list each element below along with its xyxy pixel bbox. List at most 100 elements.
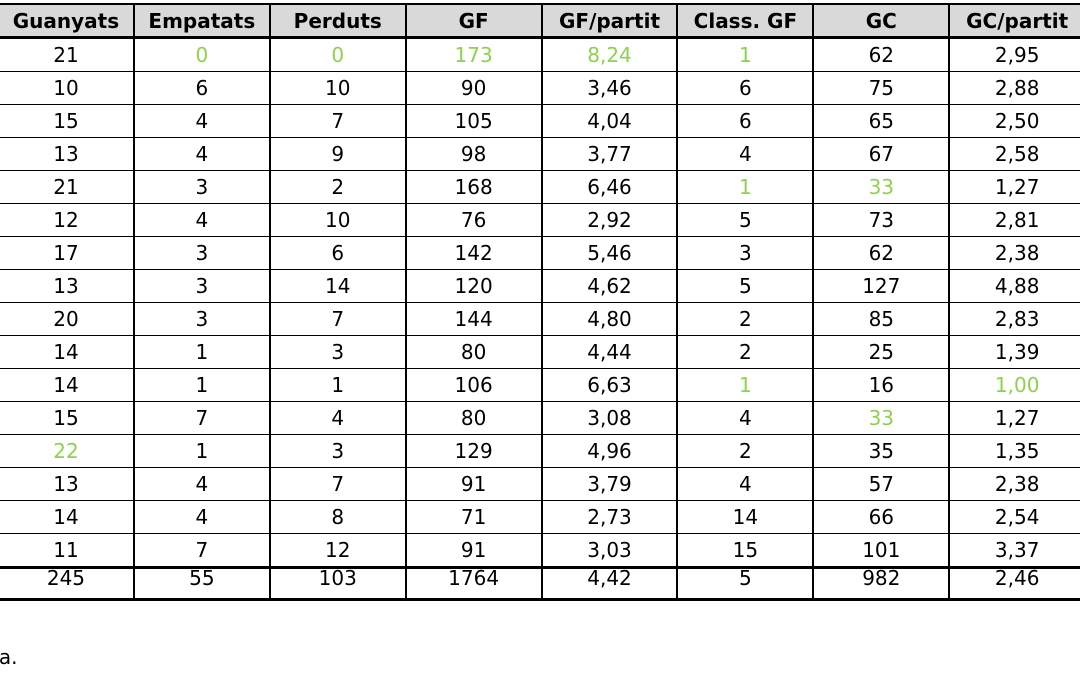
totals-row: 245 55 103 1764 4,42 5 982 2,46 bbox=[0, 566, 1080, 601]
table-cell: 3,46 bbox=[540, 71, 679, 105]
table-cell: 6 bbox=[132, 71, 271, 105]
table-row: 21 3 2 168 6,46 1 33 1,27 bbox=[0, 170, 1080, 204]
table-cell: 2,54 bbox=[948, 500, 1080, 534]
table-cell: 105 bbox=[404, 104, 543, 138]
table-cell: 35 bbox=[812, 434, 951, 468]
table-cell: 33 bbox=[812, 401, 951, 435]
table-cell: 62 bbox=[812, 236, 951, 270]
table-cell: 3 bbox=[132, 269, 271, 303]
table-cell: 1,27 bbox=[948, 170, 1080, 204]
table-cell: 1,00 bbox=[948, 368, 1080, 402]
table-cell: 2,73 bbox=[540, 500, 679, 534]
table-cell: 4,96 bbox=[540, 434, 679, 468]
table-cell: 2,83 bbox=[948, 302, 1080, 336]
table-cell: 2,38 bbox=[948, 236, 1080, 270]
table-cell: 168 bbox=[404, 170, 543, 204]
table-row: 21 0 0 173 8,24 1 62 2,95 bbox=[0, 37, 1080, 72]
table-cell: 120 bbox=[404, 269, 543, 303]
table-row: 14 4 8 71 2,73 14 66 2,54 bbox=[0, 500, 1080, 534]
table-cell: 0 bbox=[132, 37, 271, 72]
column-header: Empatats bbox=[132, 3, 271, 39]
table-cell: 3 bbox=[132, 170, 271, 204]
table-cell: 4,80 bbox=[540, 302, 679, 336]
table-cell: 17 bbox=[0, 236, 135, 270]
table-cell: 4 bbox=[132, 104, 271, 138]
table-cell: 4,88 bbox=[948, 269, 1080, 303]
table-cell: 14 bbox=[268, 269, 407, 303]
table-row: 14 1 1 106 6,63 1 16 1,00 bbox=[0, 368, 1080, 402]
table-cell: 2,81 bbox=[948, 203, 1080, 237]
table-cell: 85 bbox=[812, 302, 951, 336]
table-cell: 1,27 bbox=[948, 401, 1080, 435]
table-cell: 13 bbox=[0, 467, 135, 501]
table-cell: 62 bbox=[812, 37, 951, 72]
table-cell: 4 bbox=[676, 467, 815, 501]
total-cell: 5 bbox=[676, 566, 815, 601]
table-cell: 1,39 bbox=[948, 335, 1080, 369]
table-row: 15 7 4 80 3,08 4 33 1,27 bbox=[0, 401, 1080, 435]
table-cell: 1 bbox=[132, 434, 271, 468]
table-cell: 144 bbox=[404, 302, 543, 336]
table-cell: 12 bbox=[268, 533, 407, 568]
table-row: 12 4 10 76 2,92 5 73 2,81 bbox=[0, 203, 1080, 237]
table-cell: 14 bbox=[0, 335, 135, 369]
table-cell: 4,04 bbox=[540, 104, 679, 138]
table-cell: 14 bbox=[0, 368, 135, 402]
table-cell: 6 bbox=[268, 236, 407, 270]
table-cell: 3,79 bbox=[540, 467, 679, 501]
table-cell: 10 bbox=[268, 71, 407, 105]
table-cell: 33 bbox=[812, 170, 951, 204]
table-cell: 80 bbox=[404, 401, 543, 435]
table-cell: 3,03 bbox=[540, 533, 679, 568]
table-cell: 20 bbox=[0, 302, 135, 336]
total-cell: 103 bbox=[268, 566, 407, 601]
table-cell: 101 bbox=[812, 533, 951, 568]
table-cell: 142 bbox=[404, 236, 543, 270]
table-cell: 7 bbox=[132, 533, 271, 568]
table-header: Guanyats Empatats Perduts GF GF/partit Class.… bbox=[0, 3, 1080, 39]
table-cell: 25 bbox=[812, 335, 951, 369]
table-cell: 13 bbox=[0, 269, 135, 303]
table-cell: 1 bbox=[676, 37, 815, 72]
table-cell: 1 bbox=[268, 368, 407, 402]
table-cell: 15 bbox=[676, 533, 815, 568]
table-cell: 2,50 bbox=[948, 104, 1080, 138]
table-cell: 106 bbox=[404, 368, 543, 402]
table-cell: 91 bbox=[404, 467, 543, 501]
table-cell: 4,44 bbox=[540, 335, 679, 369]
header-row: Guanyats Empatats Perduts GF GF/partit Class.… bbox=[0, 3, 1080, 39]
table-row: 13 4 7 91 3,79 4 57 2,38 bbox=[0, 467, 1080, 501]
column-header: GF bbox=[404, 3, 543, 39]
table-cell: 1 bbox=[676, 368, 815, 402]
table-cell: 3 bbox=[268, 434, 407, 468]
table-row: 10 6 10 90 3,46 6 75 2,88 bbox=[0, 71, 1080, 105]
table-cell: 0 bbox=[268, 37, 407, 72]
table-cell: 4,62 bbox=[540, 269, 679, 303]
table-cell: 7 bbox=[268, 302, 407, 336]
total-cell: 55 bbox=[132, 566, 271, 601]
table-cell: 65 bbox=[812, 104, 951, 138]
table-cell: 3,08 bbox=[540, 401, 679, 435]
table-row: 11 7 12 91 3,03 15 101 3,37 bbox=[0, 533, 1080, 568]
total-cell: 1764 bbox=[404, 566, 543, 601]
table-cell: 4 bbox=[132, 137, 271, 171]
table-cell: 7 bbox=[268, 467, 407, 501]
table-cell: 4 bbox=[132, 203, 271, 237]
table-row: 22 1 3 129 4,96 2 35 1,35 bbox=[0, 434, 1080, 468]
table-cell: 7 bbox=[268, 104, 407, 138]
total-cell: 2,46 bbox=[948, 566, 1080, 601]
table-cell: 22 bbox=[0, 434, 135, 468]
table-cell: 11 bbox=[0, 533, 135, 568]
table-cell: 3 bbox=[132, 236, 271, 270]
table-cell: 66 bbox=[812, 500, 951, 534]
table-cell: 80 bbox=[404, 335, 543, 369]
table-row: 13 3 14 120 4,62 5 127 4,88 bbox=[0, 269, 1080, 303]
table-cell: 173 bbox=[404, 37, 543, 72]
table-cell: 1 bbox=[132, 335, 271, 369]
table-cell: 67 bbox=[812, 137, 951, 171]
table-cell: 14 bbox=[0, 500, 135, 534]
table-cell: 10 bbox=[0, 71, 135, 105]
total-cell: 245 bbox=[0, 566, 135, 601]
table-cell: 2,38 bbox=[948, 467, 1080, 501]
table-cell: 91 bbox=[404, 533, 543, 568]
